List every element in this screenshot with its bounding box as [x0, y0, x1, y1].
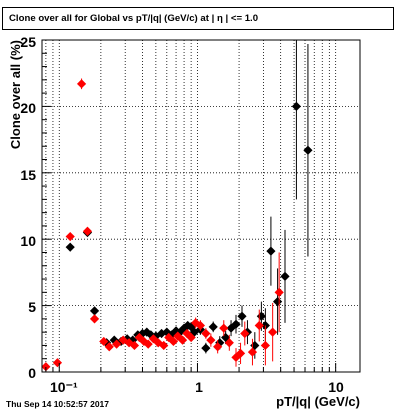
- data-point: [226, 323, 236, 333]
- data-point: [89, 314, 100, 324]
- data-point: [260, 340, 270, 351]
- data-point: [266, 246, 276, 256]
- data-point: [183, 320, 193, 331]
- data-point: [118, 335, 128, 345]
- data-point: [206, 335, 216, 345]
- plot-frame: [41, 39, 361, 373]
- data-point: [186, 322, 196, 332]
- data-point: [201, 328, 211, 339]
- data-point: [303, 145, 313, 155]
- data-point: [52, 358, 63, 368]
- data-point: [65, 231, 75, 242]
- plot-title: Clone over all for Global vs pT/|q| (GeV…: [2, 7, 394, 30]
- data-point: [168, 336, 179, 347]
- data-point: [148, 334, 159, 344]
- data-point: [240, 328, 250, 339]
- grid-lines: [42, 40, 360, 372]
- data-point: [182, 328, 192, 339]
- data-point: [122, 334, 132, 344]
- y-tick-label-0: 0: [28, 365, 36, 381]
- data-point: [231, 352, 241, 362]
- data-point: [247, 347, 258, 357]
- data-point: [76, 79, 87, 89]
- data-point: [179, 323, 189, 333]
- y-axis-title: Clone over all (%): [8, 40, 23, 149]
- y-tick-label-15: 15: [20, 167, 36, 183]
- data-point: [82, 226, 93, 236]
- data-point: [142, 327, 152, 337]
- y-tick-label-25: 25: [20, 34, 36, 50]
- data-point: [112, 339, 122, 349]
- y-tick-label-10: 10: [20, 233, 36, 249]
- data-point: [272, 297, 283, 307]
- data-point: [186, 332, 196, 343]
- data-point: [231, 319, 241, 329]
- data-point: [128, 335, 138, 345]
- data-point: [104, 342, 114, 352]
- x-tick-label-2: 10: [328, 379, 344, 395]
- data-point: [162, 327, 172, 337]
- data-point: [256, 311, 266, 321]
- data-point: [254, 320, 264, 331]
- x-tick-label-0: 10⁻¹: [50, 379, 78, 395]
- series-0: [65, 40, 313, 359]
- data-point: [274, 287, 284, 297]
- axes: [41, 39, 361, 373]
- data-point: [164, 332, 174, 343]
- data-point: [171, 326, 181, 336]
- data-point: [177, 335, 188, 345]
- data-point: [129, 340, 140, 351]
- data-point: [189, 327, 199, 337]
- x-axis-title: pT/|q| (GeV/c): [276, 394, 360, 409]
- data-point: [224, 338, 234, 348]
- data-series: [41, 40, 313, 372]
- data-point: [159, 340, 169, 351]
- series-1: [41, 78, 284, 372]
- data-point: [137, 328, 148, 339]
- data-point: [41, 362, 51, 372]
- y-tick-label-5: 5: [28, 299, 36, 315]
- data-point: [143, 339, 153, 349]
- data-point: [201, 343, 211, 353]
- data-point: [89, 306, 100, 316]
- data-point: [195, 320, 205, 331]
- data-point: [280, 271, 290, 281]
- data-point: [156, 328, 167, 339]
- data-point: [109, 335, 119, 345]
- data-point: [175, 327, 185, 337]
- data-point: [235, 348, 246, 359]
- y-tick-label-20: 20: [20, 100, 36, 116]
- data-point: [213, 342, 223, 352]
- data-point: [291, 101, 302, 111]
- data-point: [268, 327, 278, 337]
- data-point: [208, 322, 218, 332]
- x-tick-label-1: 1: [195, 379, 203, 395]
- data-point: [219, 323, 229, 333]
- data-point: [99, 336, 109, 347]
- data-point: [65, 242, 75, 252]
- data-point: [134, 332, 144, 343]
- timestamp: Thu Sep 14 10:52:57 2017: [6, 399, 110, 409]
- data-point: [237, 311, 247, 321]
